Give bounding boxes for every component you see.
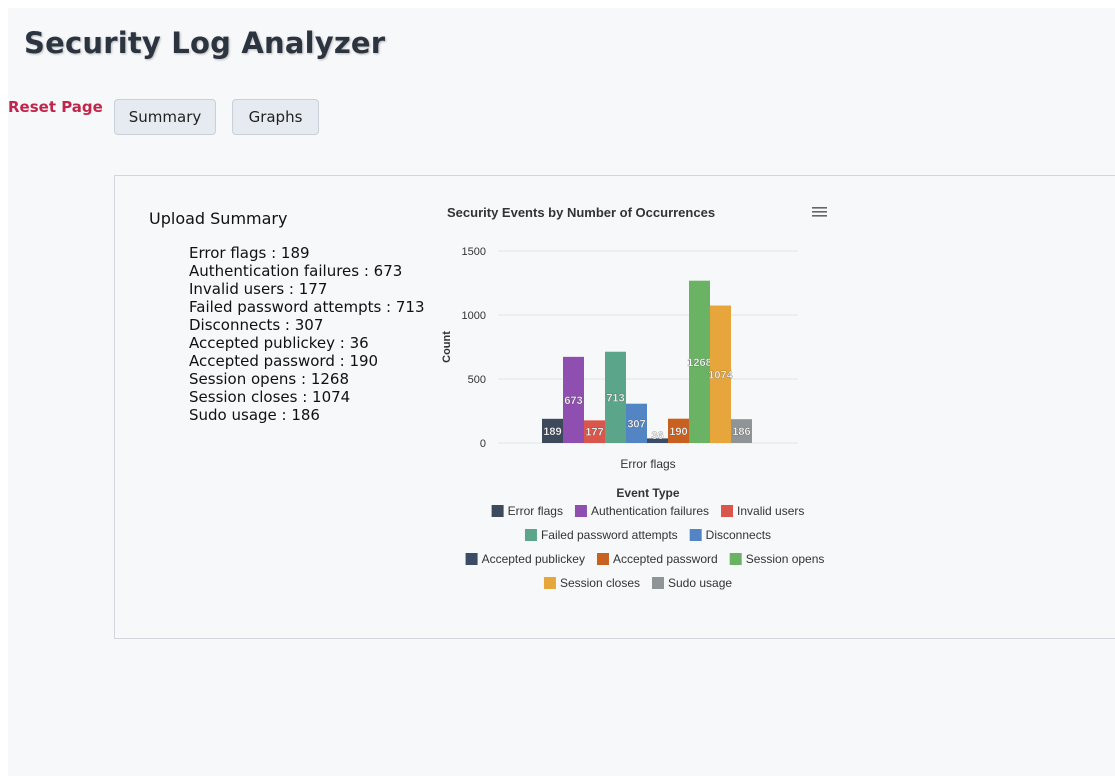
legend-label: Error flags bbox=[508, 504, 563, 518]
summary-list: Error flags : 189 Authentication failures… bbox=[189, 244, 425, 424]
page-title: Security Log Analyzer bbox=[24, 26, 386, 60]
y-tick-label: 1500 bbox=[462, 246, 486, 258]
legend-label: Session closes bbox=[560, 576, 640, 590]
graphs-button[interactable]: Graphs bbox=[232, 99, 319, 135]
legend-swatch bbox=[524, 529, 537, 541]
legend-swatch bbox=[491, 505, 504, 517]
bar bbox=[647, 438, 668, 443]
bar-data-label: 36 bbox=[651, 430, 663, 442]
summary-item: Failed password attempts : 713 bbox=[189, 298, 425, 316]
y-axis-label: Count bbox=[441, 331, 453, 363]
summary-item: Session opens : 1268 bbox=[189, 370, 350, 388]
summary-item: Accepted publickey : 36 bbox=[189, 334, 369, 352]
summary-item: Invalid users : 177 bbox=[189, 280, 328, 298]
y-tick-label: 0 bbox=[480, 438, 486, 450]
bar-data-label: 713 bbox=[606, 392, 624, 404]
bar bbox=[626, 403, 647, 443]
summary-title: Upload Summary bbox=[149, 209, 288, 228]
bar bbox=[668, 418, 689, 443]
summary-item: Authentication failures : 673 bbox=[189, 262, 403, 280]
legend-label: Accepted publickey bbox=[482, 552, 585, 566]
summary-button[interactable]: Summary bbox=[114, 99, 216, 135]
bar-data-label: 190 bbox=[669, 426, 687, 438]
y-tick-label: 1000 bbox=[462, 310, 486, 322]
bar bbox=[689, 280, 710, 443]
legend-label: Failed password attempts bbox=[541, 528, 678, 542]
legend-label: Invalid users bbox=[737, 504, 804, 518]
chart-title: Security Events by Number of Occurrences bbox=[447, 205, 715, 220]
legend-label: Disconnects bbox=[706, 528, 771, 542]
y-tick-label: 500 bbox=[468, 374, 486, 386]
bar-data-label: 186 bbox=[732, 426, 750, 438]
legend-swatch bbox=[465, 553, 478, 565]
bar bbox=[542, 418, 563, 443]
bar-data-label: 1268 bbox=[687, 357, 711, 369]
summary-item: Accepted password : 190 bbox=[189, 352, 379, 370]
bar bbox=[563, 356, 584, 443]
legend-label: Sudo usage bbox=[668, 576, 732, 590]
legend-swatch bbox=[689, 529, 702, 541]
summary-item: Session closes : 1074 bbox=[189, 388, 351, 406]
summary-item: Error flags : 189 bbox=[189, 244, 310, 262]
legend-title: Event Type bbox=[616, 486, 679, 500]
legend-swatch bbox=[651, 577, 664, 589]
hamburger-menu-icon[interactable] bbox=[812, 207, 827, 217]
legend-label: Authentication failures bbox=[591, 504, 709, 518]
summary-item: Sudo usage : 186 bbox=[189, 406, 320, 424]
legend-label: Session opens bbox=[746, 552, 825, 566]
bar-data-label: 307 bbox=[627, 418, 645, 430]
legend-swatch bbox=[543, 577, 556, 589]
bar-data-label: 673 bbox=[564, 395, 582, 407]
legend-swatch bbox=[721, 505, 734, 517]
bar bbox=[605, 351, 626, 443]
bar-data-label: 177 bbox=[585, 427, 603, 439]
legend-swatch bbox=[729, 553, 742, 565]
bar bbox=[584, 420, 605, 443]
bar-data-label: 189 bbox=[543, 426, 561, 438]
x-tick-label: Error flags bbox=[620, 457, 675, 471]
summary-item: Disconnects : 307 bbox=[189, 316, 324, 334]
reset-page-link[interactable]: Reset Page bbox=[8, 98, 103, 116]
bar-data-label: 1074 bbox=[708, 369, 733, 381]
legend-label: Accepted password bbox=[613, 552, 718, 566]
legend-swatch bbox=[596, 553, 609, 565]
chart-container: Security Events by Number of Occurrences… bbox=[430, 195, 840, 615]
bar-chart: Security Events by Number of Occurrences… bbox=[441, 205, 827, 590]
bar bbox=[731, 419, 752, 443]
legend-swatch bbox=[574, 505, 587, 517]
bar bbox=[710, 305, 731, 443]
